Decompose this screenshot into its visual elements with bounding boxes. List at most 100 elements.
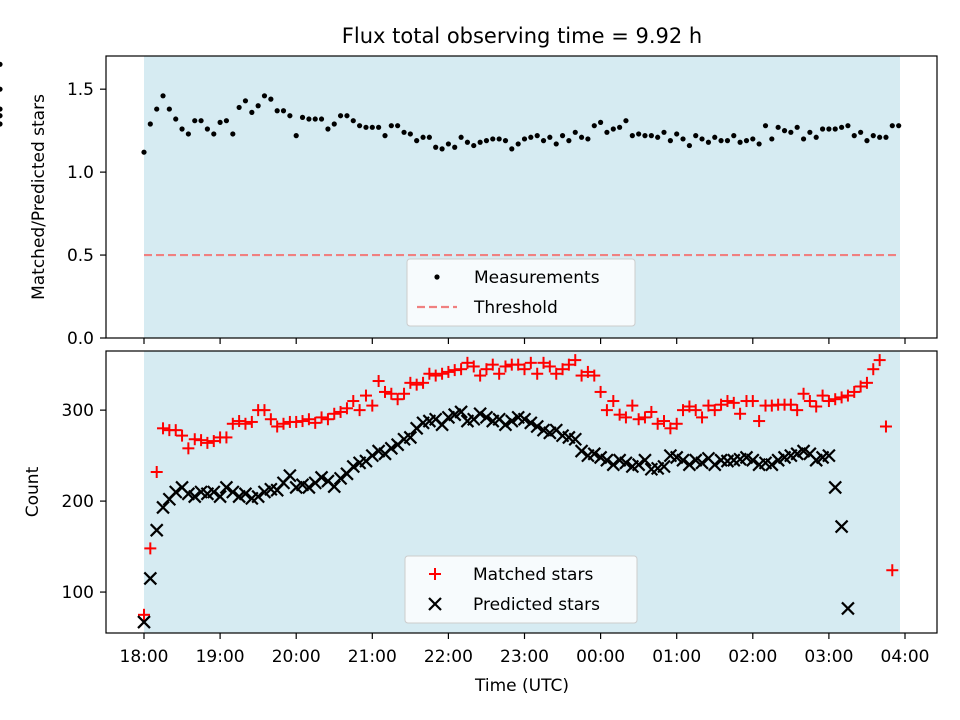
matched-star-point — [442, 365, 455, 378]
matched-star-point — [372, 375, 385, 388]
measurement-point — [280, 108, 287, 114]
count-panel: 100 200 300 18:00 19:00 20:00 21:00 22:00 23:00 0… — [23, 350, 938, 696]
matched-star-point — [150, 465, 163, 478]
measurement-point — [344, 113, 350, 119]
matched-star-point — [810, 400, 823, 413]
measurement-point — [699, 136, 705, 142]
measurement-point — [426, 134, 432, 140]
matched-star-point — [436, 367, 449, 380]
measurement-point — [185, 131, 191, 137]
measurement-point — [559, 133, 566, 139]
measurement-point — [617, 124, 623, 130]
matched-star-point — [499, 360, 512, 373]
predicted-star-point — [765, 457, 779, 472]
measurement-point — [502, 138, 509, 144]
count-y-tick-label-0: 100 — [62, 583, 94, 603]
x-tick-label-3: 21:00 — [348, 647, 397, 667]
measurement-point — [712, 134, 718, 140]
matched-star-point — [398, 387, 411, 400]
predicted-star-point — [251, 489, 265, 504]
measurement-point — [737, 139, 743, 145]
ratio-legend-box — [406, 258, 636, 327]
measurement-point — [826, 126, 832, 132]
measurement-point — [762, 123, 769, 129]
matched-star-point — [600, 404, 613, 417]
matched-star-point — [575, 369, 588, 382]
matched-star-point — [474, 369, 487, 382]
predicted-star-point — [283, 468, 297, 483]
measurement-point — [655, 134, 661, 140]
measurement-point — [414, 138, 420, 144]
measurements-legend-marker — [434, 274, 440, 280]
measurement-point — [731, 133, 737, 139]
count-panel-ticks: 100 200 300 18:00 19:00 20:00 21:00 22:00 23:00 0… — [62, 401, 930, 667]
matched-star-point — [347, 395, 360, 408]
measurement-point — [509, 146, 515, 152]
predicted-star-point — [619, 456, 633, 470]
matched-star-point — [385, 387, 398, 400]
measurement-point — [534, 133, 540, 139]
measurement-point — [839, 124, 845, 130]
measurement-point — [0, 113, 3, 119]
x-tick-label-1: 19:00 — [196, 647, 245, 667]
predicted-star-point — [638, 453, 652, 467]
ratio-panel-legend: Measurements Threshold — [406, 258, 636, 327]
predicted-star-point — [822, 448, 836, 463]
measurement-points — [0, 61, 902, 155]
matched-star-point — [239, 417, 252, 430]
matched-star-point — [226, 417, 239, 430]
measurement-point — [293, 133, 299, 139]
predicted-star-point — [657, 459, 671, 474]
matched-star-point — [873, 354, 886, 367]
measurement-point — [331, 121, 337, 127]
matched-star-point — [569, 354, 582, 367]
matched-star-point — [138, 608, 150, 621]
measurement-point — [452, 144, 458, 150]
measurement-point — [775, 124, 781, 130]
measurement-point — [255, 103, 261, 109]
matched-star-point — [632, 413, 645, 426]
matched-star-point — [321, 413, 334, 426]
ratio-panel-y-axis-label: Matched/Predicted stars — [29, 94, 49, 300]
matched-star-point — [835, 391, 848, 404]
measurement-point — [382, 133, 388, 139]
predicted-star-point — [695, 456, 709, 470]
measurement-point — [268, 96, 274, 102]
matched-star-point — [486, 358, 499, 371]
matched-star-point — [562, 358, 575, 371]
count-y-tick-label-1: 200 — [62, 492, 94, 512]
matched-star-point — [638, 411, 651, 424]
measurement-point — [794, 124, 800, 130]
measurement-point — [851, 133, 857, 139]
measurement-point — [813, 134, 819, 140]
matched-star-point — [315, 411, 328, 424]
measurement-point — [674, 131, 680, 137]
measurement-point — [445, 141, 451, 147]
measurements-legend-label: Measurements — [474, 268, 600, 288]
matched-star-point — [340, 402, 353, 415]
matched-star-point — [867, 363, 880, 376]
predicted-star-point — [524, 416, 538, 430]
matched-star-point — [404, 376, 417, 389]
measurement-point — [807, 129, 813, 135]
measurement-point — [610, 126, 616, 132]
measurement-point — [718, 138, 724, 144]
measurement-point — [769, 136, 775, 142]
x-tick-label-10: 04:00 — [881, 647, 930, 667]
matched-star-point — [391, 393, 404, 406]
matched-star-point — [645, 405, 658, 418]
measurement-point — [274, 108, 280, 114]
x-tick-label-8: 02:00 — [728, 647, 777, 667]
predicted-star-point — [219, 480, 234, 495]
measurement-point — [750, 136, 756, 142]
matched-star-point — [594, 385, 607, 398]
matched-star-point — [886, 564, 899, 577]
x-tick-label-9: 03:00 — [804, 647, 853, 667]
matched-star-point — [271, 420, 284, 433]
measurement-point — [369, 124, 375, 130]
measurement-point — [217, 119, 223, 125]
ratio-y-tick-label-3: 1.5 — [67, 80, 94, 100]
measurement-point — [439, 146, 445, 152]
ratio-panel-ticks: 0.0 0.5 1.0 1.5 — [67, 80, 906, 349]
matched-star-point — [220, 431, 233, 444]
